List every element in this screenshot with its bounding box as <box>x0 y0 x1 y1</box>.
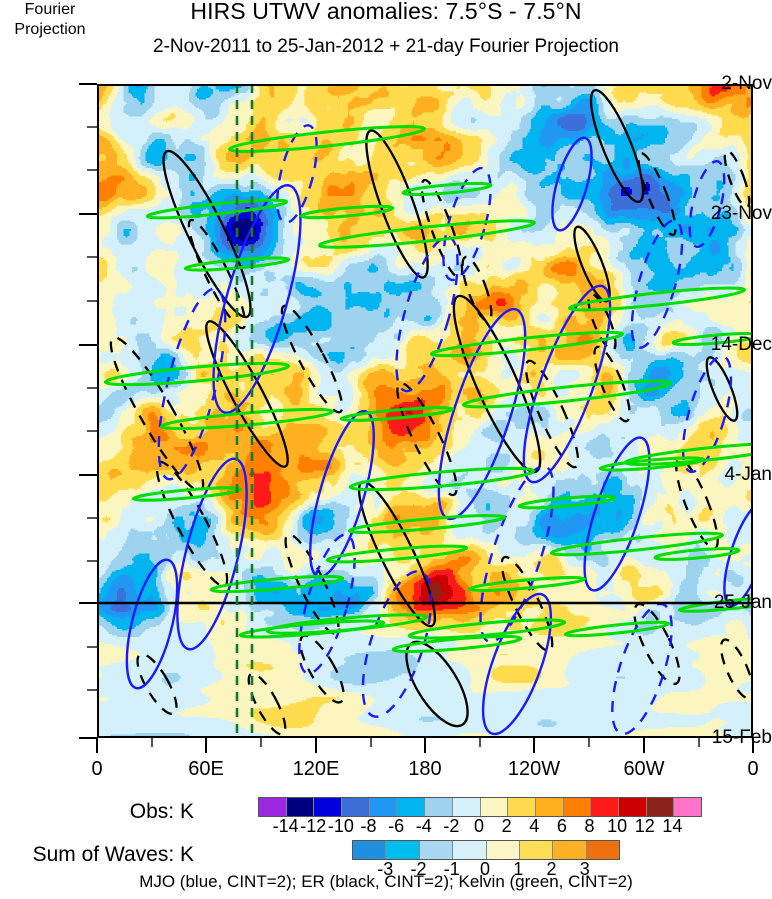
x-tick-minor-2 <box>370 738 372 747</box>
colorbar-0-segment-14 <box>647 798 675 816</box>
y-tick-major-4 <box>79 602 97 604</box>
colorbar-0-segment-2 <box>314 798 342 816</box>
y-tick-label-2: 14-Dec <box>688 335 772 354</box>
y-tick-major-0 <box>79 83 97 85</box>
y-tick-minor-5 <box>87 430 97 432</box>
footer-caption: MJO (blue, CINT=2); ER (black, CINT=2); … <box>0 872 772 892</box>
x-tick-major-3 <box>424 738 426 753</box>
colorbar-0-segment-3 <box>342 798 370 816</box>
x-tick-minor-5 <box>698 738 700 747</box>
colorbar-0-segment-8 <box>481 798 509 816</box>
y-tick-major-3 <box>79 474 97 476</box>
page-title: HIRS UTWV anomalies: 7.5°S - 7.5°N <box>0 0 772 25</box>
x-tick-minor-4 <box>588 738 590 747</box>
colorbar-1-segment-1 <box>386 841 419 859</box>
colorbar-0-segment-6 <box>425 798 453 816</box>
x-tick-label-3: 180 <box>380 758 470 781</box>
x-tick-major-4 <box>533 738 535 753</box>
y-tick-label-5: 15-Feb <box>688 728 772 747</box>
x-tick-major-2 <box>315 738 317 753</box>
colorbar-0 <box>258 797 702 817</box>
x-tick-label-6: 0 <box>708 758 772 781</box>
colorbar-0-segment-4 <box>370 798 398 816</box>
y-tick-major-1 <box>79 213 97 215</box>
colorbar-0-segment-13 <box>619 798 647 816</box>
y-tick-minor-3 <box>87 300 97 302</box>
x-tick-minor-1 <box>260 738 262 747</box>
colorbar-0-segment-15 <box>674 798 701 816</box>
x-tick-minor-0 <box>151 738 153 747</box>
fourier-note-line1: Fourier <box>6 0 94 20</box>
colorbar-0-segment-7 <box>453 798 481 816</box>
y-tick-minor-8 <box>87 646 97 648</box>
y-tick-minor-7 <box>87 560 97 562</box>
y-tick-label-1: 23-Nov <box>688 204 772 223</box>
colorbar-0-segment-11 <box>564 798 592 816</box>
colorbar-0-segment-0 <box>259 798 287 816</box>
y-tick-label-3: 4-Jan <box>688 465 772 484</box>
colorbar-0-segment-5 <box>397 798 425 816</box>
x-tick-minor-3 <box>479 738 481 747</box>
x-tick-label-5: 60W <box>599 758 689 781</box>
y-tick-minor-0 <box>87 126 97 128</box>
y-tick-minor-1 <box>87 169 97 171</box>
y-tick-label-4: 25-Jan <box>688 593 772 612</box>
colorbar-title-1: Sum of Waves: K <box>0 843 194 867</box>
colorbar-1-segment-2 <box>420 841 453 859</box>
colorbar-0-segment-12 <box>591 798 619 816</box>
fourier-projection-note: Fourier Projection <box>6 0 94 40</box>
colorbar-1-segment-5 <box>520 841 553 859</box>
x-tick-major-5 <box>643 738 645 753</box>
colorbar-1-segment-0 <box>353 841 386 859</box>
colorbar-1-segment-4 <box>487 841 520 859</box>
x-tick-major-0 <box>96 738 98 753</box>
y-tick-minor-9 <box>87 689 97 691</box>
colorbar-0-segment-10 <box>536 798 564 816</box>
colorbar-1-segment-7 <box>587 841 619 859</box>
y-tick-major-5 <box>79 737 97 739</box>
x-tick-major-6 <box>752 738 754 753</box>
x-tick-label-1: 60E <box>161 758 251 781</box>
colorbar-0-segment-9 <box>508 798 536 816</box>
y-tick-minor-6 <box>87 517 97 519</box>
colorbar-0-segment-1 <box>287 798 315 816</box>
y-tick-minor-2 <box>87 256 97 258</box>
hovmoller-plot[interactable] <box>97 84 753 738</box>
colorbar-title-0: Obs: K <box>0 800 194 824</box>
y-tick-label-0: 2-Nov <box>688 74 772 93</box>
x-tick-major-1 <box>205 738 207 753</box>
page-subtitle: 2-Nov-2011 to 25-Jan-2012 + 21-day Fouri… <box>0 36 772 58</box>
colorbar-1-segment-6 <box>553 841 586 859</box>
x-tick-label-2: 120E <box>271 758 361 781</box>
y-tick-major-2 <box>79 344 97 346</box>
colorbar-1 <box>352 840 620 860</box>
x-tick-label-0: 0 <box>52 758 142 781</box>
fourier-note-line2: Projection <box>6 20 94 40</box>
hovmoller-svg <box>97 84 753 738</box>
colorbar-0-label-14: 14 <box>652 816 692 837</box>
y-tick-minor-4 <box>87 387 97 389</box>
colorbar-1-segment-3 <box>453 841 486 859</box>
x-tick-label-4: 120W <box>489 758 579 781</box>
